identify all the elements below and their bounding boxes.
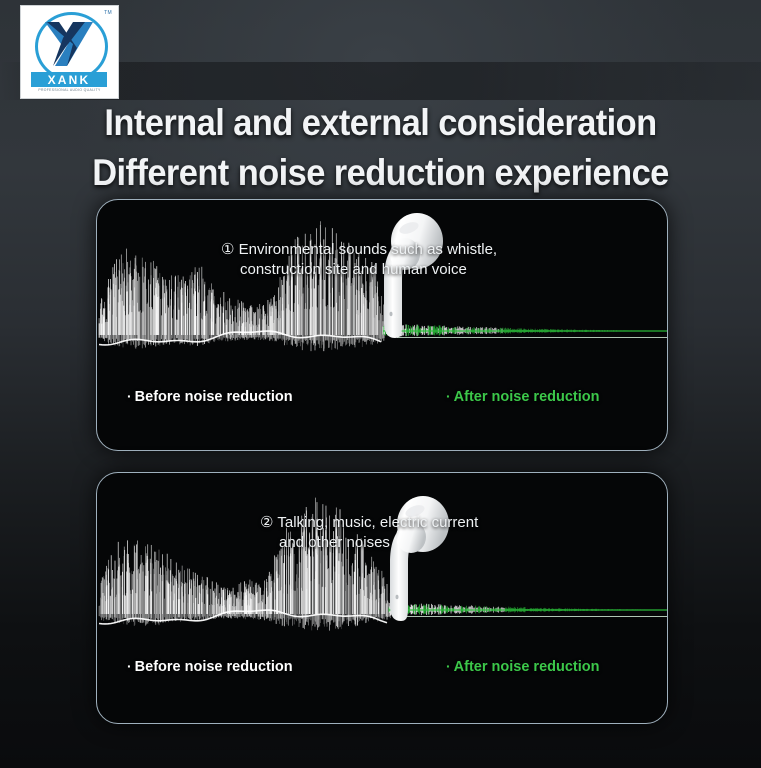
header-band (0, 62, 761, 100)
title-line-2: Different noise reduction experience (92, 152, 669, 193)
panel-2-caption-line-1: Talking, music, electric current (277, 514, 479, 531)
panel-2-after-label: · After noise reduction (446, 658, 600, 675)
panel-1-caption-line-2: construction site and human voice (240, 261, 467, 278)
panel-2-before-text: Before noise reduction (134, 659, 293, 675)
noise-panel-2: ② Talking, music, electric current and o… (96, 472, 668, 724)
panel-1-after-label: · After noise reduction (446, 388, 600, 405)
panel-1-caption-line-1: Environmental sounds such as whistle, (238, 241, 498, 258)
x-lightning-bolt-icon (45, 22, 93, 66)
bullet-icon: · (127, 658, 132, 674)
trademark-symbol: TM (104, 10, 112, 16)
panel-1-before-label: · Before noise reduction (127, 388, 293, 405)
panel-1-caption: ① Environmental sounds such as whistle, … (221, 240, 497, 280)
noise-panel-1: ① Environmental sounds such as whistle, … (96, 199, 668, 451)
panel-2-number: ② (260, 514, 274, 531)
bullet-icon: · (127, 388, 132, 404)
earbud-icon (390, 496, 449, 621)
panel-2-caption-line-2: and other noises (279, 534, 390, 551)
panel-2-after-text: After noise reduction (453, 659, 600, 675)
earbud-icon (384, 213, 443, 338)
page-title: Internal and external consideration Diff… (27, 98, 735, 198)
logo-wordmark-text: XANK (47, 72, 91, 87)
bullet-icon: · (446, 388, 451, 404)
panel-1-before-text: Before noise reduction (134, 389, 293, 405)
waveform-graphic-1 (98, 221, 667, 352)
title-line-1: Internal and external consideration (104, 102, 657, 143)
logo-tagline: PROFESSIONAL AUDIO QUALITY (38, 88, 101, 92)
panel-2-before-label: · Before noise reduction (127, 658, 293, 675)
panel-1-number: ① (221, 241, 235, 258)
brand-logo: TM XANK PROFESSIONAL AUDIO QUALITY (21, 6, 118, 98)
panel-1-after-text: After noise reduction (453, 389, 600, 405)
panel-2-caption: ② Talking, music, electric current and o… (260, 513, 478, 553)
bullet-icon: · (446, 658, 451, 674)
waveform-graphic-2 (98, 497, 667, 631)
logo-wordmark: XANK (31, 72, 107, 87)
